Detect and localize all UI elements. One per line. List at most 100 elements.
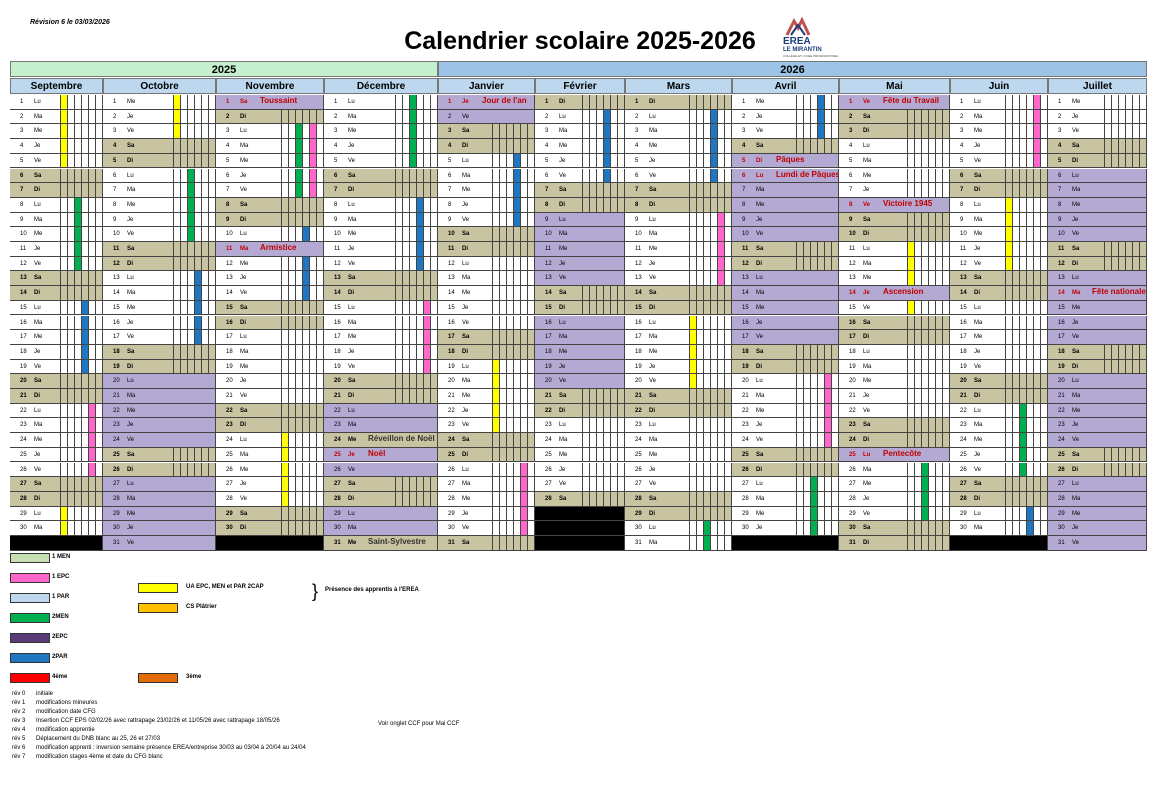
presence-slot bbox=[907, 153, 914, 168]
day-cell: 22 Lu bbox=[324, 403, 438, 419]
day-name: Me bbox=[559, 451, 568, 458]
presence-slot bbox=[589, 197, 596, 212]
presence-slot bbox=[288, 212, 295, 227]
presence-slot bbox=[295, 168, 302, 183]
presence-slot bbox=[316, 389, 323, 403]
presence-slot bbox=[67, 477, 74, 491]
presence-slot bbox=[88, 212, 95, 227]
day-name: Lu bbox=[34, 304, 41, 311]
day-name: Di bbox=[34, 187, 40, 194]
day-number: 31 bbox=[849, 540, 856, 546]
presence-slot bbox=[942, 418, 949, 433]
day-name: Me bbox=[240, 466, 249, 473]
day-name: Di bbox=[34, 290, 40, 297]
day-cell: 2 Sa bbox=[839, 109, 950, 125]
day-cell: 1 Je Jour de l'an bbox=[438, 95, 535, 110]
day-name: Di bbox=[756, 260, 762, 267]
presence-slot bbox=[81, 153, 88, 168]
presence-slot bbox=[513, 418, 520, 433]
presence-slot bbox=[295, 124, 302, 139]
presence-slot bbox=[803, 344, 810, 359]
presence-slot bbox=[589, 109, 596, 124]
presence-slot bbox=[1125, 447, 1132, 462]
presence-slot bbox=[302, 109, 309, 124]
presence-slot bbox=[1033, 344, 1040, 359]
day-name: Ve bbox=[34, 157, 42, 164]
day-cell: 11 Me bbox=[625, 242, 732, 257]
presence-slot bbox=[416, 315, 423, 330]
presence-slot bbox=[589, 139, 596, 153]
presence-slot bbox=[724, 477, 731, 491]
presence-slot bbox=[1019, 344, 1026, 359]
presence-slot bbox=[796, 506, 803, 521]
presence-slot bbox=[1019, 389, 1026, 403]
day-name: Di bbox=[127, 260, 133, 267]
presence-slot bbox=[281, 315, 288, 330]
day-cell: 30 Je bbox=[732, 521, 839, 536]
presence-slot bbox=[180, 271, 187, 286]
presence-slot bbox=[1139, 242, 1146, 256]
presence-slot bbox=[803, 389, 810, 403]
day-cell: 11 Je bbox=[324, 242, 438, 257]
presence-slot bbox=[1033, 139, 1040, 153]
presence-slot bbox=[1132, 242, 1139, 256]
presence-slot bbox=[309, 139, 316, 153]
day-cell: 9 Ma bbox=[10, 212, 103, 228]
presence-slot bbox=[88, 374, 95, 388]
presence-slot bbox=[506, 168, 513, 183]
presence-slot bbox=[824, 374, 831, 388]
day-name: Ma bbox=[240, 246, 249, 252]
presence-slot bbox=[74, 109, 81, 124]
day-number: 22 bbox=[742, 407, 749, 414]
presence-slot bbox=[703, 139, 710, 153]
presence-slot bbox=[295, 286, 302, 300]
presence-slot bbox=[803, 374, 810, 388]
day-name: Sa bbox=[863, 525, 871, 532]
day-cell: 5 Di bbox=[1048, 153, 1147, 169]
day-cell: 2 Je bbox=[732, 109, 839, 125]
presence-slot bbox=[506, 403, 513, 418]
presence-slot bbox=[696, 521, 703, 535]
presence-slot bbox=[596, 183, 603, 197]
day-name: Sa bbox=[649, 393, 657, 399]
presence-slot bbox=[942, 330, 949, 344]
presence-slot bbox=[724, 109, 731, 124]
presence-slot bbox=[527, 183, 534, 197]
presence-slot bbox=[596, 139, 603, 153]
presence-slot bbox=[201, 300, 208, 315]
day-name: Di bbox=[974, 187, 980, 194]
day-number: 3 bbox=[113, 128, 117, 135]
day-cell: 15 Lu bbox=[10, 300, 103, 316]
day-cell: 4 Je bbox=[950, 139, 1048, 154]
day-cell: 22 Lu bbox=[950, 403, 1048, 419]
day-number: 13 bbox=[849, 275, 856, 282]
presence-slot bbox=[201, 315, 208, 330]
presence-slot bbox=[67, 344, 74, 359]
day-name: Ma bbox=[863, 157, 872, 164]
day-name: Ve bbox=[974, 260, 982, 267]
presence-slot bbox=[520, 286, 527, 300]
presence-slot bbox=[295, 139, 302, 153]
presence-slot bbox=[81, 256, 88, 271]
day-cell: 9 Lu bbox=[535, 212, 625, 228]
presence-slot bbox=[1005, 433, 1012, 447]
day-number: 8 bbox=[226, 201, 230, 208]
day-name: Me bbox=[1072, 510, 1081, 517]
presence-slot bbox=[928, 212, 935, 227]
day-number: 20 bbox=[849, 378, 856, 385]
presence-slot bbox=[81, 227, 88, 241]
presence-slot bbox=[180, 330, 187, 344]
day-number: 7 bbox=[545, 187, 549, 194]
presence-slot bbox=[302, 462, 309, 477]
day-name: Je bbox=[649, 363, 656, 370]
presence-slot bbox=[67, 95, 74, 109]
presence-slot bbox=[506, 330, 513, 344]
presence-slot bbox=[803, 139, 810, 153]
presence-slot bbox=[689, 403, 696, 418]
presence-slot bbox=[201, 344, 208, 359]
day-number: 26 bbox=[742, 466, 749, 473]
day-number: 24 bbox=[1058, 437, 1065, 444]
day-cell: 14 Ma Fête nationale bbox=[1048, 286, 1147, 301]
presence-slot bbox=[921, 256, 928, 271]
presence-slot bbox=[582, 389, 589, 403]
